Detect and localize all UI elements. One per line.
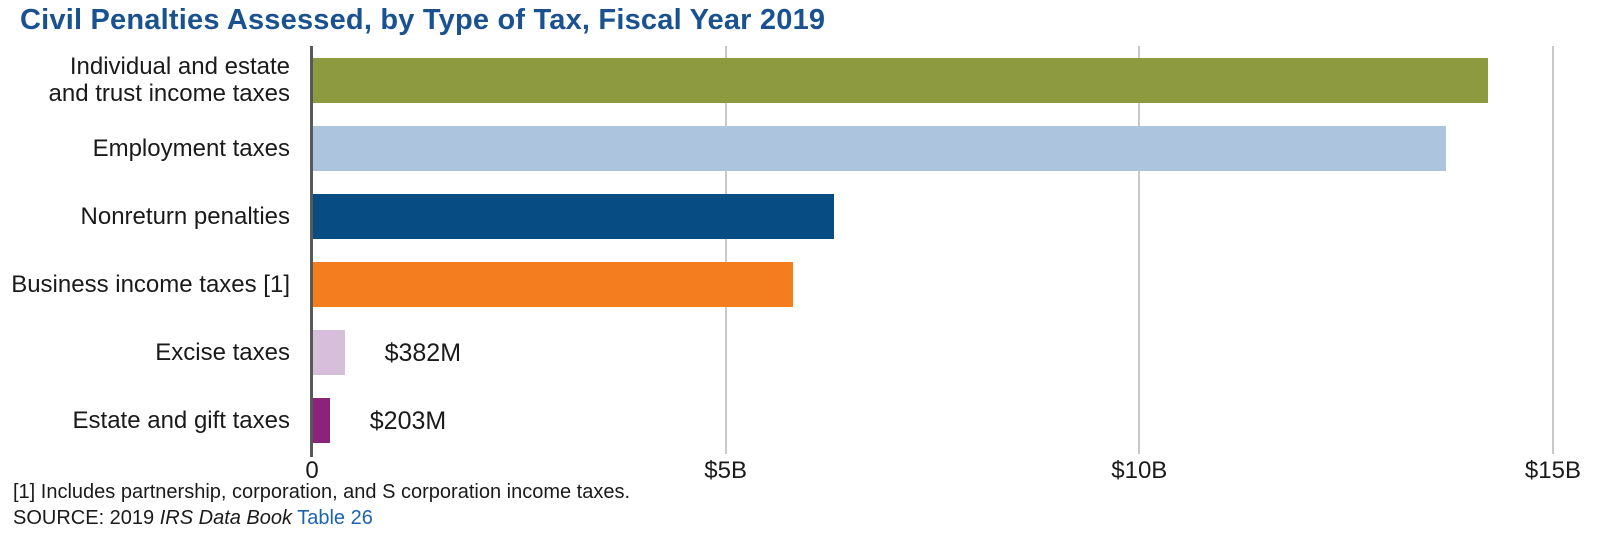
- bar-business-income-taxes: [313, 262, 793, 308]
- source-line: SOURCE: 2019 IRS Data Book Table 26: [13, 507, 373, 530]
- bar-employment-taxes: [313, 125, 1447, 171]
- bar-excise-taxes: [313, 330, 345, 376]
- bar-estate-and-gift-taxes: [313, 398, 330, 444]
- x-gridline-15b: [1551, 46, 1554, 454]
- chart-title: Civil Penalties Assessed, by Type of Tax…: [20, 4, 826, 36]
- category-label-business-income-taxes: Business income taxes [1]: [11, 271, 290, 299]
- value-label-excise-taxes: $382M: [384, 338, 462, 367]
- x-gridline-10b: [1138, 46, 1141, 454]
- x-tick-label-5b: $5B: [704, 457, 747, 484]
- source-table-link[interactable]: Table 26: [297, 507, 373, 529]
- x-gridline-5b: [724, 46, 727, 454]
- footnote: [1] Includes partnership, corporation, a…: [13, 481, 631, 503]
- value-label-estate-and-gift-taxes: $203M: [369, 406, 447, 435]
- x-tick-label-10b: $10B: [1111, 457, 1168, 484]
- x-tick-label-0b: 0: [305, 457, 319, 484]
- category-label-estate-and-gift-taxes: Estate and gift taxes: [72, 407, 290, 435]
- category-label-nonreturn-penalties: Nonreturn penalties: [80, 202, 290, 230]
- y-axis-line: [310, 46, 313, 457]
- bar-individual-and-estate: [313, 57, 1488, 103]
- source-prefix: SOURCE: 2019: [13, 507, 155, 529]
- source-publication: IRS Data Book: [159, 507, 293, 529]
- category-label-employment-taxes: Employment taxes: [92, 134, 290, 162]
- x-tick-label-15b: $15B: [1524, 457, 1581, 484]
- category-label-individual-and-estate: Individual and estate and trust income t…: [48, 53, 290, 108]
- category-label-excise-taxes: Excise taxes: [155, 339, 290, 367]
- bar-nonreturn-penalties: [313, 193, 835, 239]
